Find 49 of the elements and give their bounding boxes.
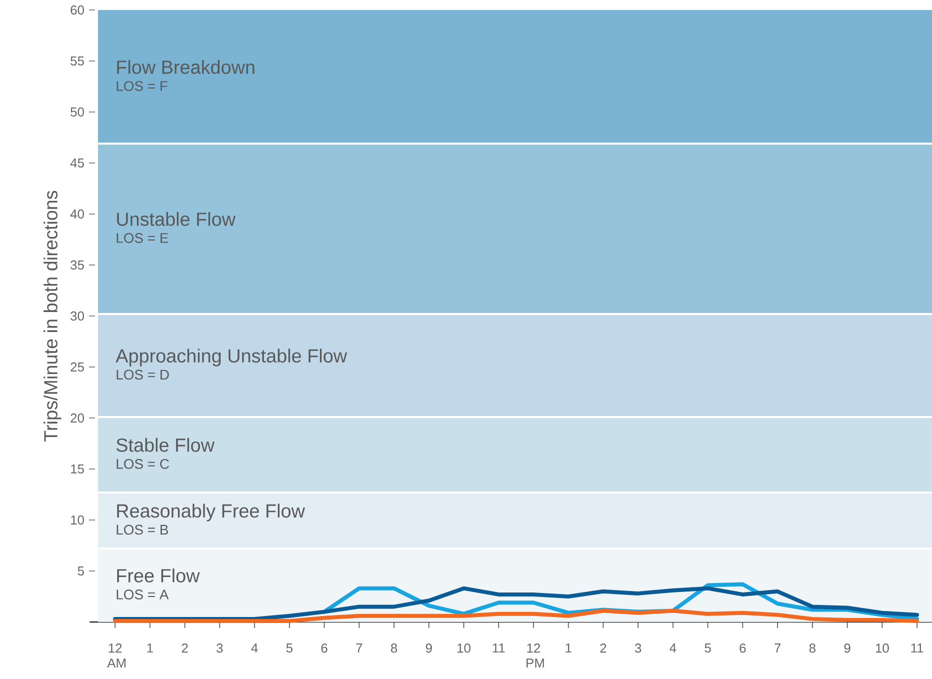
x-tick-label: 5 (704, 644, 711, 653)
band-label: Free Flow (117, 568, 200, 582)
y-tick-label: 25 (70, 362, 84, 372)
x-tick-label: 2 (600, 644, 606, 653)
x-tick-label: 2 (182, 644, 188, 653)
y-tick-label: 15 (71, 464, 84, 474)
y-tick-label: 60 (70, 5, 84, 15)
x-tick-label: 4 (670, 644, 676, 652)
y-tick-label: 5 (78, 566, 84, 576)
band-label: Unstable Flow (117, 212, 236, 226)
y-tick-label: 40 (70, 209, 84, 219)
y-tick-label: 45 (70, 158, 84, 168)
annotation: LOS = B (116, 524, 168, 535)
annotation: LOS = A (116, 590, 169, 600)
x-tick-label: 6 (321, 644, 328, 653)
y-axis-title: Trips/Minute in both directions (44, 190, 62, 442)
x-tick-label: 8 (390, 644, 398, 653)
x-tick-label: 4 (251, 644, 258, 652)
x-tick-label: 8 (809, 644, 816, 653)
annotation: LOS = E (116, 233, 168, 243)
x-tick-label: 11 (911, 644, 924, 652)
band-label: Stable Flow (116, 438, 215, 452)
annotation: LOS = F (116, 81, 168, 91)
x-tick-label: 12 AM (107, 644, 126, 668)
x-tick-label: 11 (492, 644, 505, 652)
band-label: Flow Breakdown (117, 60, 254, 74)
annotation: LOS = C (116, 458, 169, 469)
x-tick-label: 3 (634, 644, 642, 653)
x-tick-label: 3 (216, 644, 223, 653)
band-label: Approaching Unstable Flow (116, 348, 348, 366)
y-tick-label: 35 (70, 260, 84, 270)
x-tick-label: 7 (356, 644, 362, 652)
x-tick-label: 10 (876, 644, 889, 653)
y-tick-label: 55 (70, 56, 84, 66)
x-tick-label: 9 (844, 644, 850, 653)
x-tick-label: 6 (740, 644, 746, 653)
x-tick-label: 5 (286, 644, 292, 653)
x-tick-label: 9 (426, 644, 432, 653)
band-label: Reasonably Free Flow (117, 504, 306, 522)
x-tick-label: 1 (566, 644, 572, 652)
y-tick-label: 30 (70, 311, 84, 321)
x-tick-label: 10 (458, 644, 470, 653)
y-tick-label: 20 (70, 413, 84, 423)
x-tick-label: 7 (774, 644, 780, 652)
annotation: LOS = D (116, 370, 169, 380)
x-tick-label: 1 (147, 644, 153, 652)
y-tick-label: 10 (71, 515, 84, 525)
y-tick-label: 50 (70, 107, 84, 117)
x-tick-label: 12 PM (526, 644, 544, 668)
